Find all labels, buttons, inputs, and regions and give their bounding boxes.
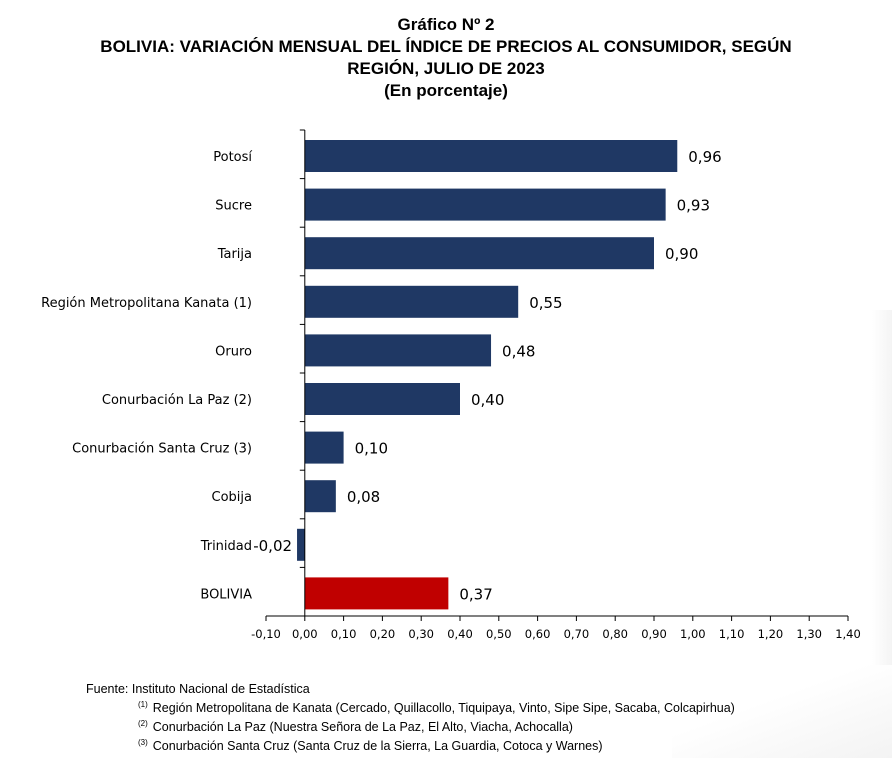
data-label: 0,08 [347, 488, 380, 506]
data-label: 0,90 [665, 245, 698, 263]
x-tick-label: 0,50 [486, 627, 512, 641]
footnote-3: (3) Conurbación Santa Cruz (Santa Cruz de… [86, 735, 735, 754]
footnote-text: Región Metropolitana de Kanata (Cercado,… [152, 701, 735, 715]
bar [304, 334, 492, 367]
footnote-text: Conurbación Santa Cruz (Santa Cruz de la… [152, 739, 603, 753]
data-label: 0,93 [677, 197, 710, 215]
category-label: Conurbación Santa Cruz (3) [72, 442, 252, 457]
data-label: 0,10 [355, 440, 388, 458]
data-label: 0,96 [688, 148, 721, 166]
data-label: 0,48 [502, 342, 535, 360]
bar [304, 431, 344, 464]
source-note: Fuente: Instituto Nacional de Estadístic… [86, 682, 310, 696]
x-tick-label: 0,90 [641, 627, 667, 641]
x-tick-label: 1,00 [680, 627, 706, 641]
chart-title-main: BOLIVIA: VARIACIÓN MENSUAL DEL ÍNDICE DE… [100, 37, 792, 56]
x-tick-label: 0,30 [408, 627, 434, 641]
data-label: 0,37 [459, 585, 492, 603]
x-tick-label: 1,40 [835, 627, 861, 641]
category-label: BOLIVIA [200, 587, 252, 602]
background-shade-corner [672, 665, 892, 758]
x-tick-label: 1,10 [719, 627, 745, 641]
bar [297, 528, 305, 561]
bar [304, 285, 519, 318]
category-label: Oruro [215, 344, 252, 359]
category-label: Trinidad [200, 539, 252, 554]
chart-footer: Fuente: Instituto Nacional de Estadístic… [86, 681, 735, 754]
footnote-text: Conurbación La Paz (Nuestra Señora de La… [152, 720, 573, 734]
background-shade [872, 310, 892, 758]
category-label: Tarija [217, 247, 252, 262]
bar [304, 140, 678, 172]
bar [304, 480, 336, 513]
x-tick-label: 0,80 [602, 627, 628, 641]
category-label: Conurbación La Paz (2) [102, 393, 252, 408]
bar-chart: Potosí 0,96 Sucre 0,93 Tarija 0,90 Región Metr… [41, 129, 861, 641]
bar [304, 577, 449, 610]
data-label: 0,40 [471, 391, 504, 409]
category-label: Sucre [215, 199, 252, 214]
x-tick-label: 0,70 [564, 627, 590, 641]
chart-subtitle: (En porcentaje) [384, 81, 508, 100]
footnote-mark: (3) [138, 738, 148, 747]
chart-title: Gráfico Nº 2 BOLIVIA: VARIACIÓN MENSUAL … [0, 14, 892, 102]
x-tick-label: 0,00 [292, 627, 318, 641]
footnote-2: (2) Conurbación La Paz (Nuestra Señora de… [86, 716, 735, 735]
chart-title-number: Gráfico Nº 2 [397, 15, 495, 34]
chart-title-main-cont: REGIÓN, JULIO DE 2023 [347, 59, 545, 78]
category-label: Potosí [213, 150, 252, 165]
category-label: Región Metropolitana Kanata (1) [41, 296, 252, 311]
bar [304, 383, 460, 415]
x-tick-label: 1,20 [758, 627, 784, 641]
x-tick-label: 0,40 [447, 627, 473, 641]
x-tick-label: 0,60 [525, 627, 551, 641]
footnote-1: (1) Región Metropolitana de Kanata (Cerca… [86, 697, 735, 716]
bar [304, 237, 654, 270]
bar [304, 188, 666, 221]
x-tick-label: 0,20 [370, 627, 396, 641]
x-tick-label: -0,10 [251, 627, 281, 641]
footnote-mark: (2) [138, 719, 148, 728]
x-tick-label: 1,30 [796, 627, 822, 641]
data-label: -0,02 [253, 537, 292, 555]
data-label: 0,55 [529, 294, 562, 312]
x-tick-label: 0,10 [331, 627, 357, 641]
category-label: Cobija [212, 490, 252, 505]
footnote-mark: (1) [138, 700, 148, 709]
